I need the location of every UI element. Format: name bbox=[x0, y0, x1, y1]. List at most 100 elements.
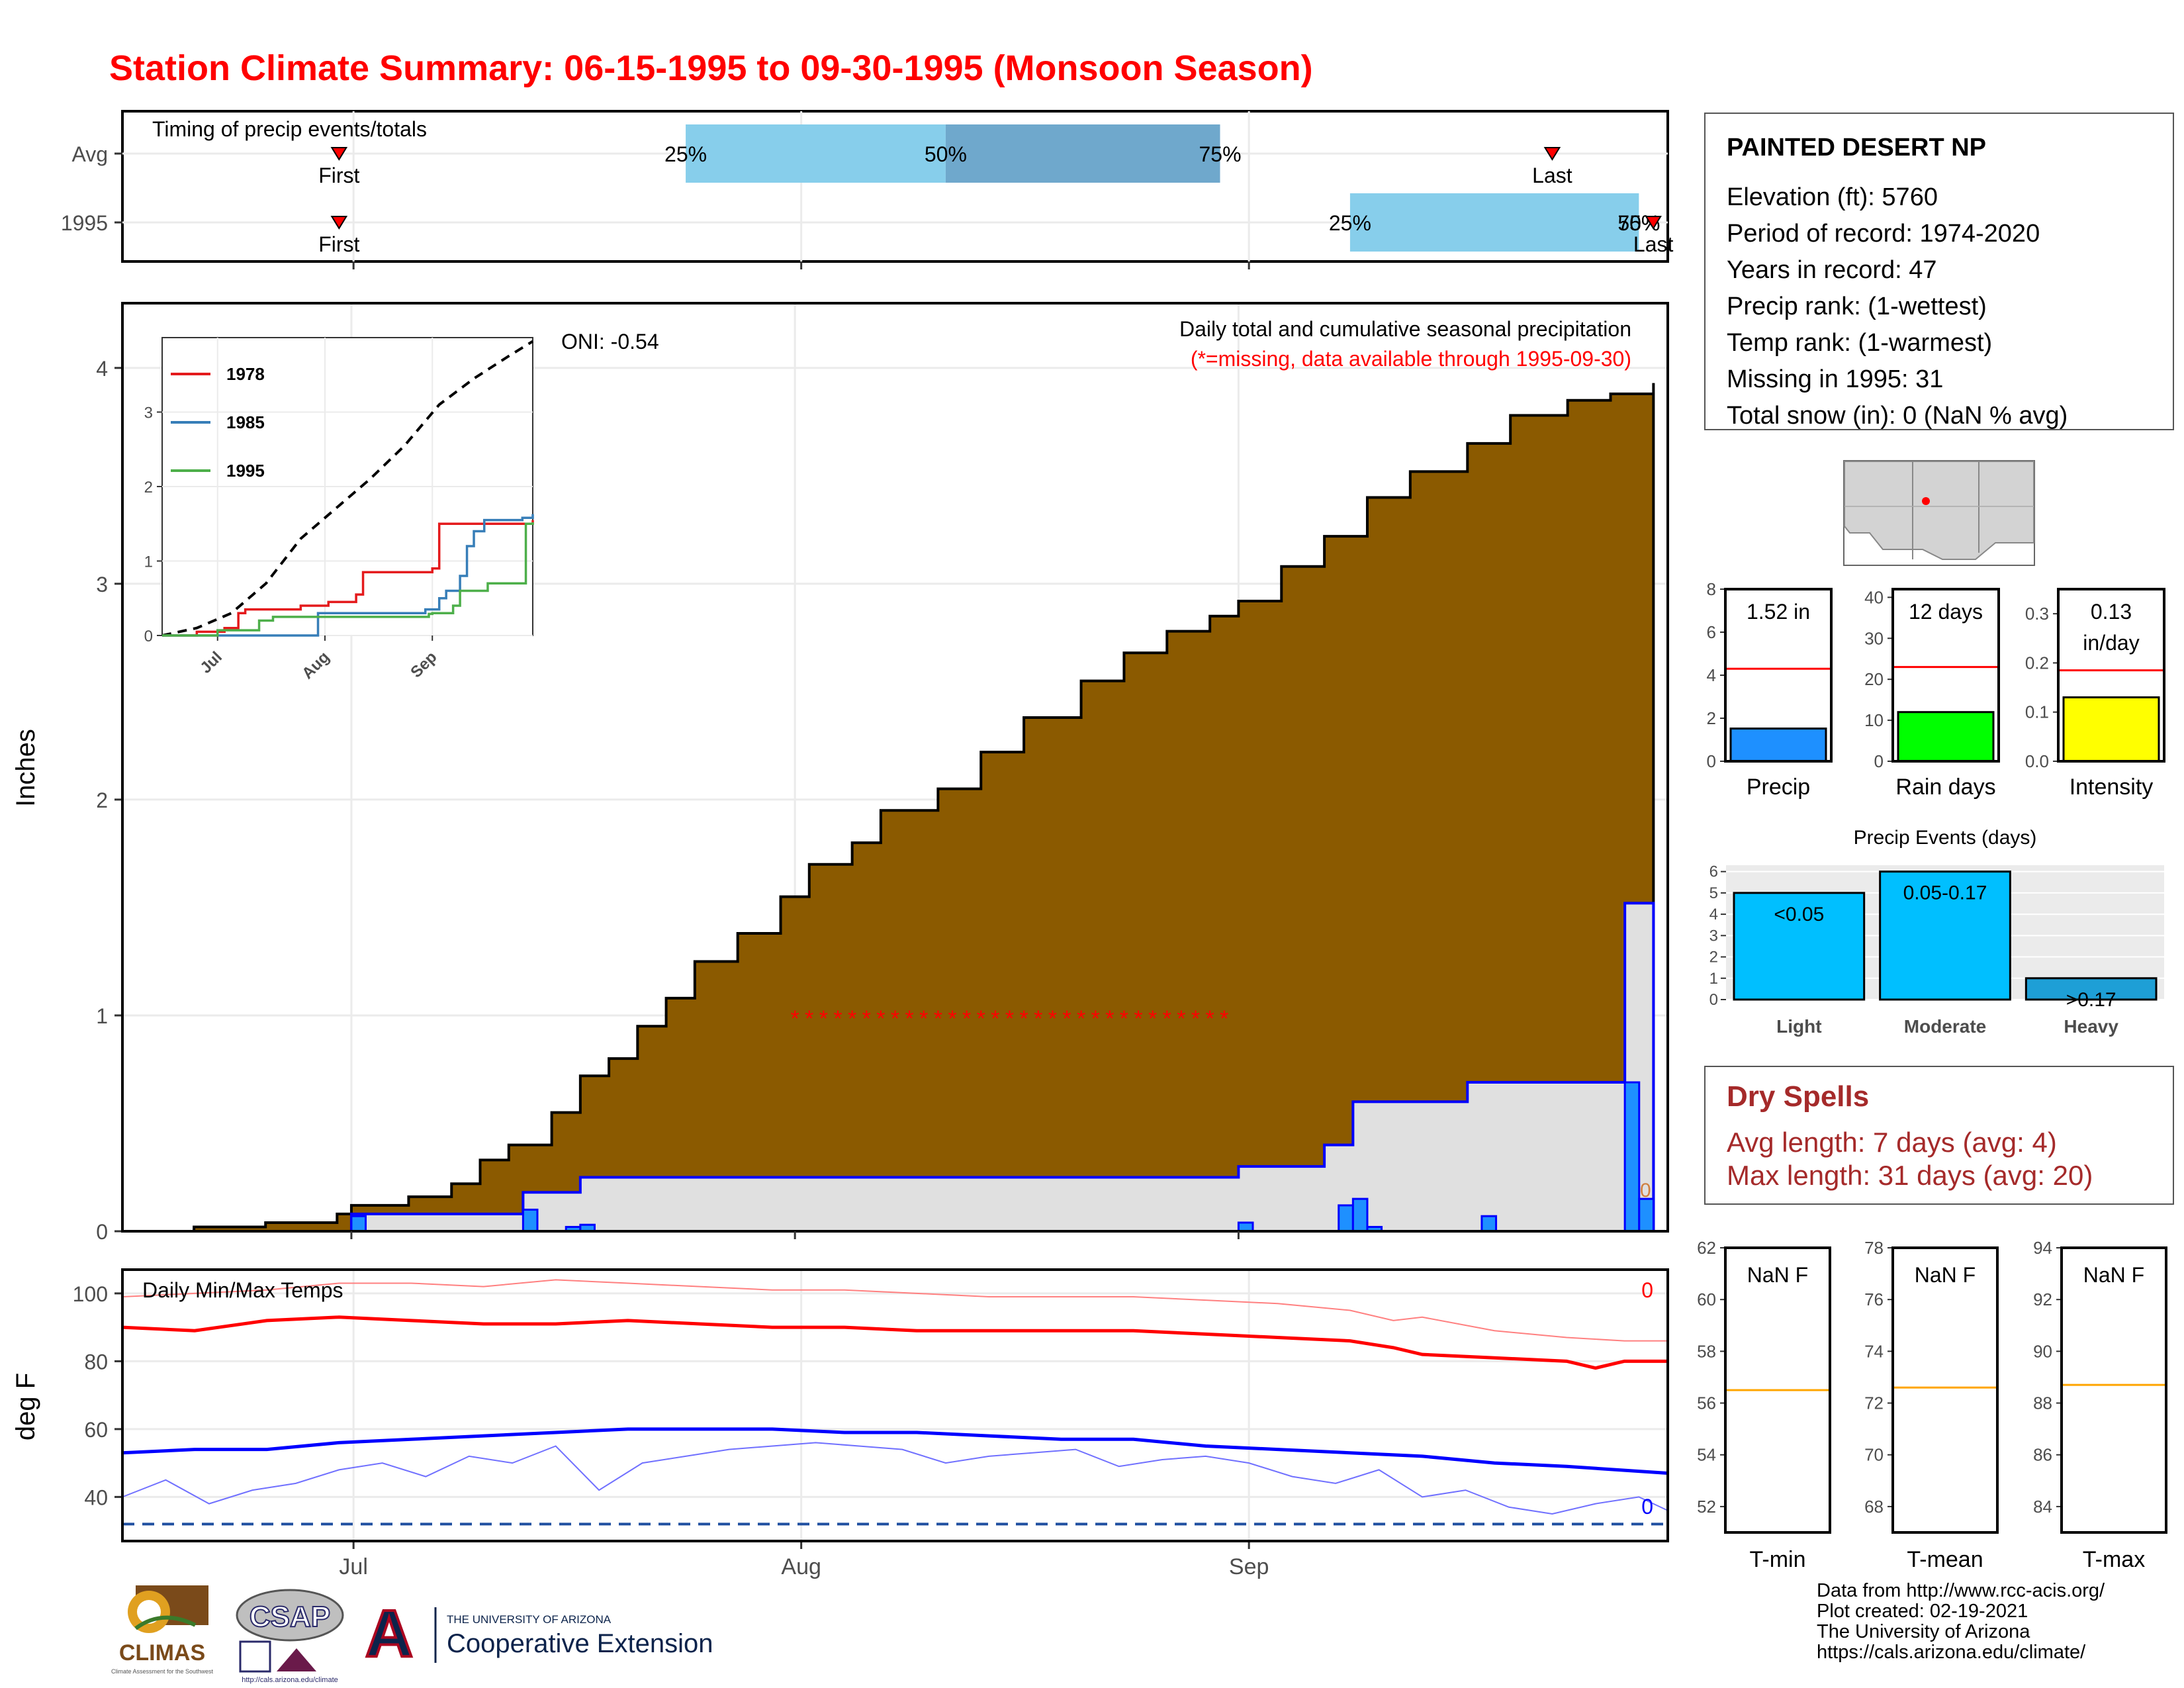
inset-series-1995-line bbox=[162, 522, 534, 637]
ua-logo-small-text: THE UNIVERSITY OF ARIZONA bbox=[447, 1613, 612, 1626]
precip-stat-label: Precip bbox=[1747, 774, 1810, 800]
missing-data-marker: * bbox=[1048, 1006, 1057, 1031]
intensity-stat-value-unit: in/day bbox=[2083, 631, 2139, 655]
timing-marker-triangle bbox=[330, 216, 348, 230]
missing-data-marker: * bbox=[876, 1006, 885, 1031]
daily-max-temp-line bbox=[122, 1279, 1668, 1342]
precip-stat-y-tick-label: 4 bbox=[1707, 665, 1716, 685]
min-temp-missing-label: 0 bbox=[1641, 1495, 1653, 1519]
precip-events-bar-label: >0.17 bbox=[2066, 989, 2116, 1011]
ua-logo-letter: A bbox=[365, 1602, 413, 1668]
temp-stats-chart: 52 54 56 58 60 62 NaN F T-min 68 70 72 74 76 78 NaN F T… bbox=[1697, 1238, 2167, 1572]
missing-data-marker: * bbox=[1105, 1006, 1114, 1031]
precip-events-y-tick-label: 5 bbox=[1709, 884, 1718, 902]
intensity-stat-y-tick-label: 0.2 bbox=[2025, 653, 2049, 673]
raindays-stat-panel-frame bbox=[1891, 588, 2000, 763]
temp-chart: 40 60 80 100 Jul Aug Sep Daily Min/Max Temps 0 0 d… bbox=[11, 1268, 1669, 1579]
timing-marker-label: First bbox=[318, 164, 359, 187]
precip-stat-value-bar bbox=[1729, 727, 1827, 763]
tmean-stat-label: T-mean bbox=[1907, 1547, 1983, 1572]
timing-row-label: Avg bbox=[71, 142, 108, 166]
temp-x-tick-label: Aug bbox=[781, 1554, 821, 1579]
missing-data-marker: * bbox=[1177, 1006, 1185, 1031]
inset-avg-cumulative-line bbox=[161, 340, 534, 637]
missing-data-marker: * bbox=[905, 1006, 914, 1031]
tmax-stat-y-tick-label: 88 bbox=[2033, 1393, 2052, 1413]
missing-data-marker: * bbox=[805, 1006, 813, 1031]
missing-data-marker: * bbox=[977, 1006, 985, 1031]
timing-bar-segment bbox=[1349, 193, 1639, 252]
climas-logo-graphic: CLIMAS Climate Assessment for the Southw… bbox=[111, 1585, 214, 1675]
precip-annotation-missing: (*=missing, data available through 1995-… bbox=[1191, 347, 1631, 371]
csap-logo: CSAP http://cals.arizona.edu/climate bbox=[230, 1585, 349, 1685]
tmax-stat-y-tick-label: 86 bbox=[2033, 1445, 2052, 1465]
precip-events-bar-label: <0.05 bbox=[1774, 904, 1824, 925]
intensity-stat-y-tick-label: 0.1 bbox=[2025, 702, 2049, 722]
climas-logo: CLIMAS Climate Assessment for the Southw… bbox=[109, 1582, 215, 1681]
raindays-stat-y-tick-label: 30 bbox=[1864, 628, 1884, 648]
tmax-stat-panel-bg bbox=[2062, 1248, 2166, 1532]
station-snow: Total snow (in): 0 (NaN % avg) bbox=[1727, 402, 2068, 430]
missing-data-marker: * bbox=[1034, 1006, 1042, 1031]
tmean-stat-value-label: NaN F bbox=[1915, 1263, 1976, 1287]
oni-label: ONI: -0.54 bbox=[561, 330, 659, 353]
page-title: Station Climate Summary: 06-15-1995 to 0… bbox=[109, 48, 1313, 88]
intensity-stat-value-bar bbox=[2062, 696, 2160, 763]
daily-precip-bar bbox=[1480, 1215, 1498, 1233]
precip-events-y-tick-label: 1 bbox=[1709, 970, 1718, 988]
temp-y-tick-label: 80 bbox=[84, 1350, 108, 1374]
daily-precip-bar bbox=[350, 1215, 367, 1233]
dry-spells-max: Max length: 31 days (avg: 20) bbox=[1727, 1160, 2093, 1191]
precip-stat-panel-frame bbox=[1724, 588, 1833, 763]
tmean-stat-y-tick-label: 74 bbox=[1864, 1341, 1884, 1361]
raindays-stat-y-tick-label: 0 bbox=[1874, 751, 1884, 771]
precip-events-y-tick-label: 4 bbox=[1709, 906, 1718, 923]
missing-data-marker: * bbox=[919, 1006, 928, 1031]
precip-stat-y-tick-label: 6 bbox=[1707, 622, 1716, 642]
inset-y-tick-label: 0 bbox=[144, 628, 153, 645]
precip-events-y-tick-label: 0 bbox=[1709, 991, 1718, 1009]
daily-precip-bar bbox=[1351, 1197, 1369, 1233]
timing-bar-segment bbox=[686, 124, 946, 183]
avg-min-temp-line bbox=[122, 1427, 1668, 1475]
missing-data-marker: * bbox=[962, 1006, 971, 1031]
missing-data-marker: * bbox=[1134, 1006, 1142, 1031]
missing-data-marker: * bbox=[791, 1006, 799, 1031]
tmax-stat-y-tick-label: 94 bbox=[2033, 1238, 2052, 1258]
missing-data-marker: * bbox=[1191, 1006, 1200, 1031]
tmean-stat-y-tick-label: 70 bbox=[1864, 1445, 1884, 1465]
precip-events-category-label: Moderate bbox=[1904, 1016, 1986, 1037]
tmin-stat-y-tick-label: 60 bbox=[1697, 1289, 1716, 1309]
missing-data-marker: * bbox=[991, 1006, 999, 1031]
inset-series-1978-line bbox=[162, 520, 534, 637]
footer-credits: Data from http://www.rcc-acis.org/ Plot … bbox=[1817, 1581, 2105, 1663]
tmin-stat-panel-frame bbox=[1724, 1246, 1831, 1534]
precip-events-category-label: Heavy bbox=[2064, 1016, 2118, 1037]
precip-events-y-tick-label: 6 bbox=[1709, 863, 1718, 881]
missing-data-marker: * bbox=[819, 1006, 828, 1031]
precip-y-axis-label: Inches bbox=[11, 729, 40, 807]
csap-logo-text: CSAP bbox=[250, 1601, 330, 1633]
temp-x-tick-label: Sep bbox=[1229, 1554, 1269, 1579]
raindays-stat-value-label: 12 days bbox=[1909, 600, 1983, 624]
timing-percent-label: 25% bbox=[1329, 211, 1371, 235]
intensity-stat-y-tick-label: 0.0 bbox=[2025, 751, 2049, 771]
missing-data-marker: * bbox=[1077, 1006, 1085, 1031]
timing-percent-label: 25% bbox=[664, 142, 707, 166]
daily-precip-bar bbox=[1638, 1197, 1655, 1233]
missing-data-marker: * bbox=[1120, 1006, 1128, 1031]
avg-cumulative-precip-area bbox=[122, 383, 1655, 1233]
timing-chart: Avg 1995 Timing of precip events/totals 25%… bbox=[61, 110, 1674, 269]
tmean-stat-y-tick-label: 78 bbox=[1864, 1238, 1884, 1258]
missing-data-marker: * bbox=[1148, 1006, 1157, 1031]
precip-last-value-label: 0 bbox=[1640, 1180, 1651, 1201]
station-period: Period of record: 1974-2020 bbox=[1727, 220, 2040, 248]
missing-data-marker: * bbox=[891, 1006, 899, 1031]
inset-series-1985-line bbox=[162, 514, 534, 637]
raindays-stat-value-bar bbox=[1897, 711, 1995, 763]
avg-max-temp-line bbox=[122, 1315, 1668, 1370]
timing-percent-label: 50% bbox=[925, 142, 967, 166]
footer-line-source: Data from http://www.rcc-acis.org/ bbox=[1817, 1580, 2105, 1601]
temp-panel-bg bbox=[122, 1270, 1668, 1541]
